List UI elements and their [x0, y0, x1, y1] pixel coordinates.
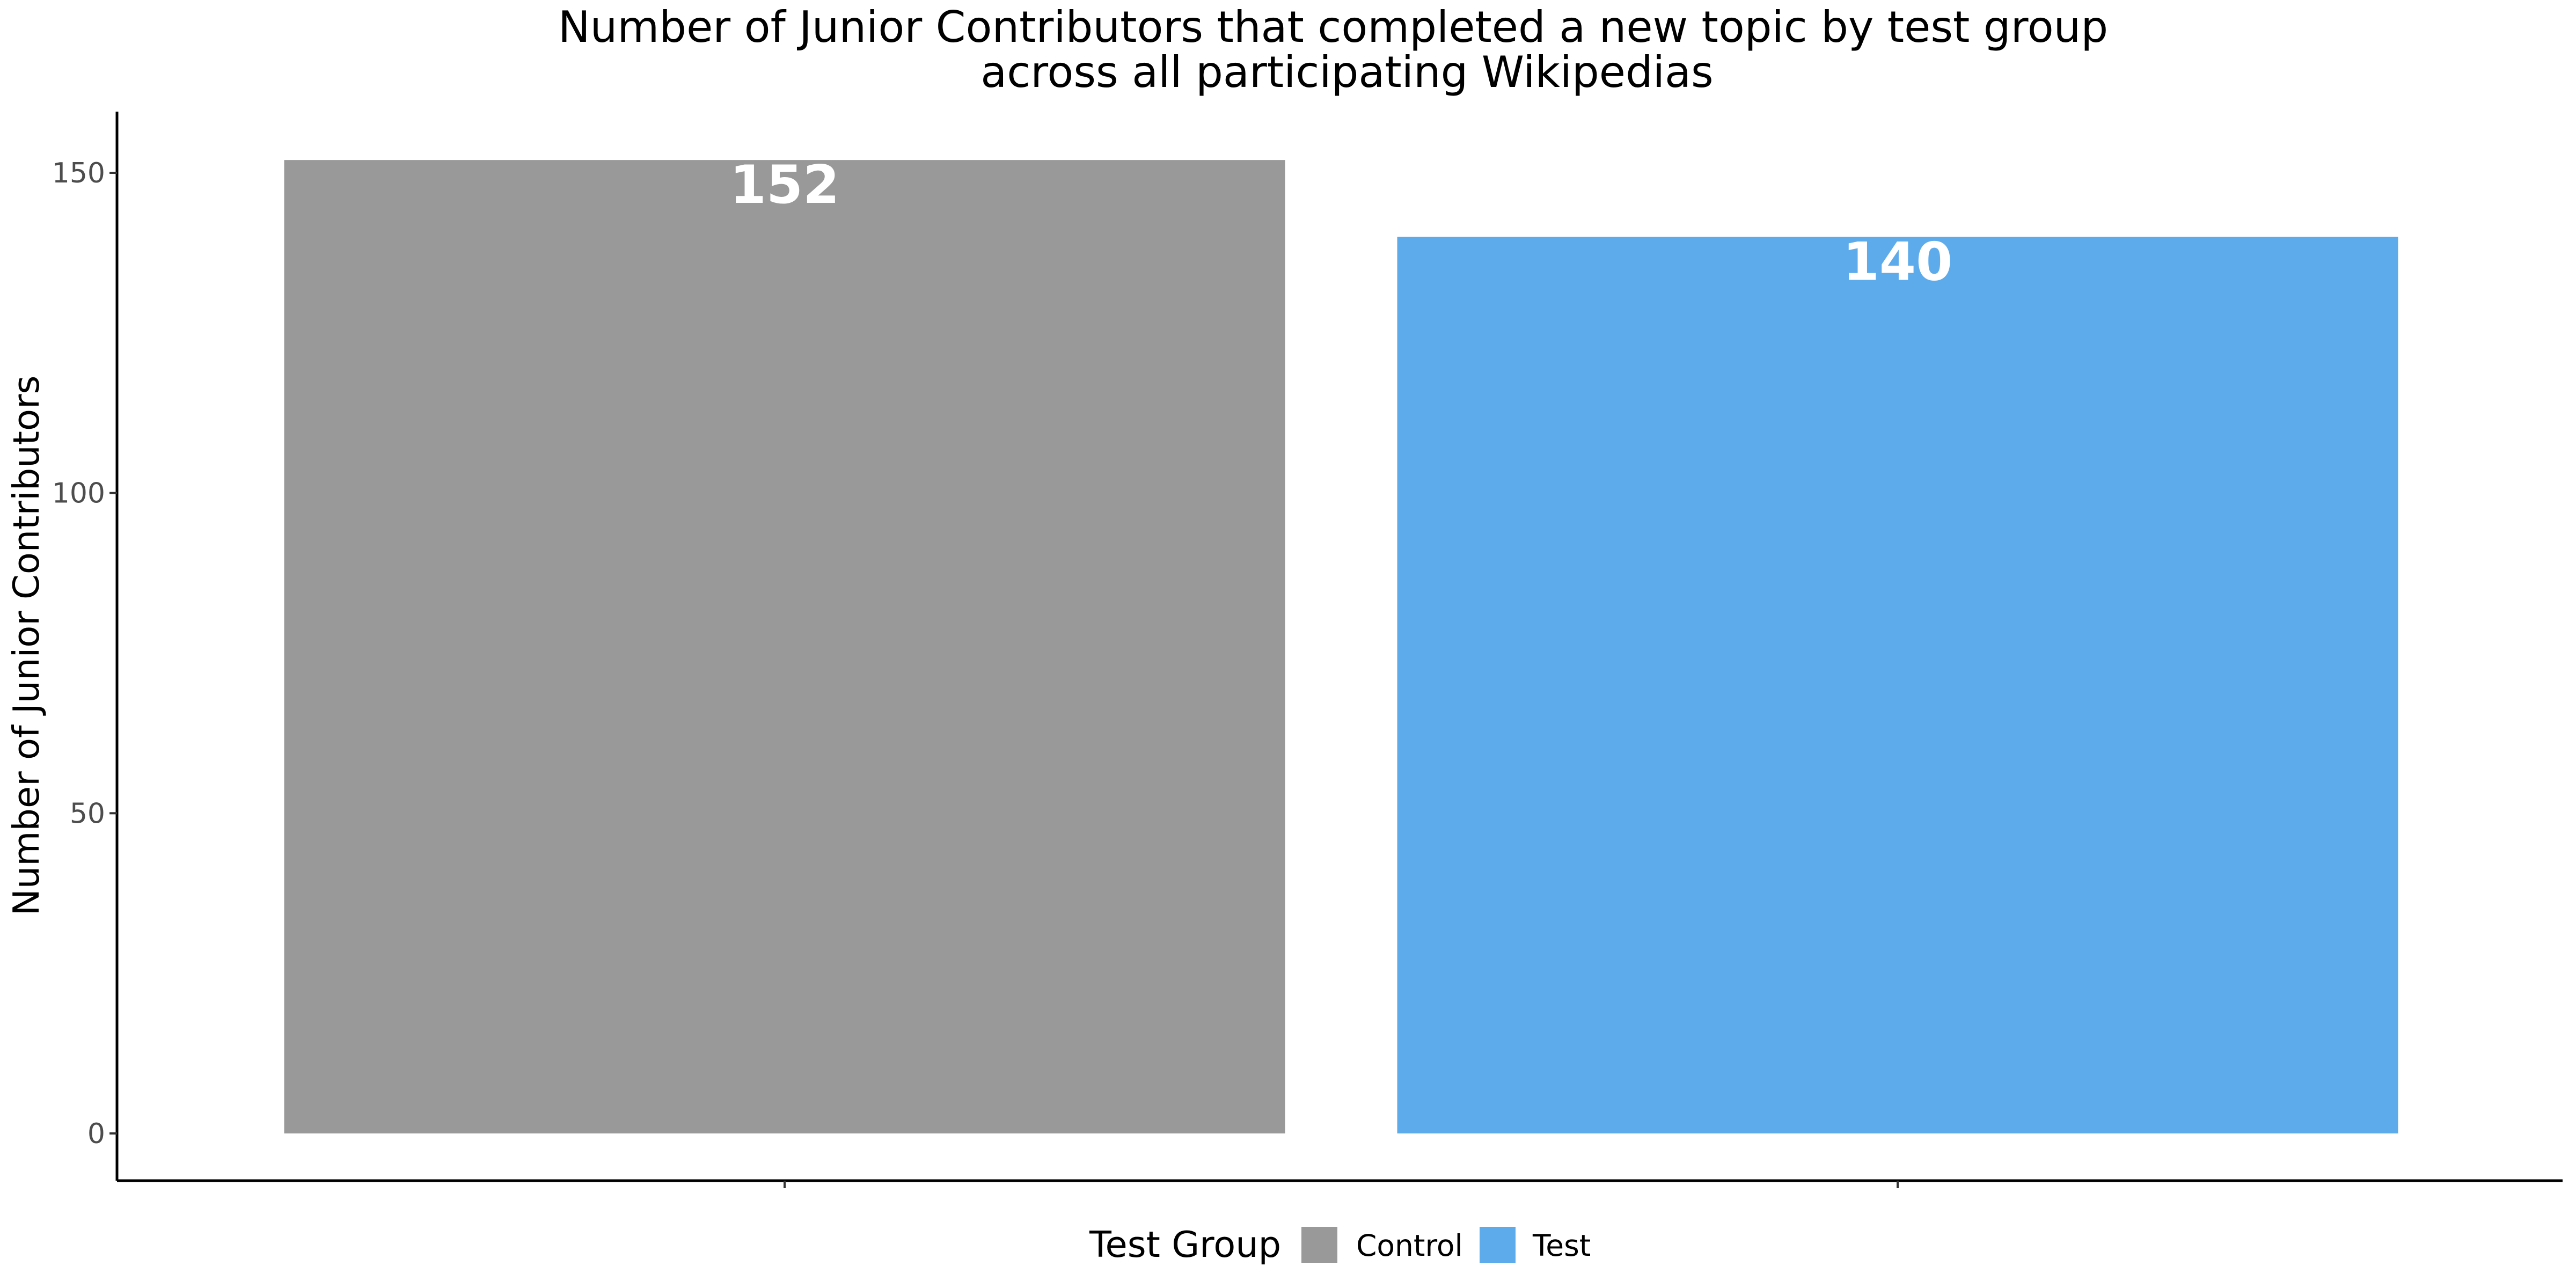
- bar-test: [1397, 237, 2398, 1133]
- chart-title-line-2: across all participating Wikipedias: [980, 47, 1713, 97]
- x-axis: [117, 1179, 2563, 1188]
- legend: Test Group Control Test: [1089, 1224, 1591, 1265]
- y-tick-label-150: 150: [52, 157, 105, 189]
- bar-labels-layer: 152 140: [730, 155, 1953, 292]
- y-axis: 0 50 100 150: [52, 112, 119, 1181]
- bar-value-label-test: 140: [1843, 231, 1953, 292]
- legend-label-control: Control: [1356, 1228, 1463, 1263]
- bar-control: [284, 160, 1285, 1134]
- y-axis-title: Number of Junior Contributors: [5, 376, 47, 916]
- chart-title-line-1: Number of Junior Contributors that compl…: [558, 2, 2108, 52]
- y-tick-label-100: 100: [52, 478, 105, 510]
- y-tick-label-0: 0: [87, 1118, 105, 1150]
- legend-label-test: Test: [1532, 1228, 1591, 1263]
- y-tick-label-50: 50: [70, 797, 105, 830]
- legend-swatch-control: [1301, 1227, 1337, 1263]
- legend-title: Test Group: [1089, 1224, 1281, 1265]
- bar-value-label-control: 152: [730, 155, 840, 216]
- legend-swatch-test: [1480, 1227, 1516, 1263]
- bars-layer: [284, 160, 2398, 1134]
